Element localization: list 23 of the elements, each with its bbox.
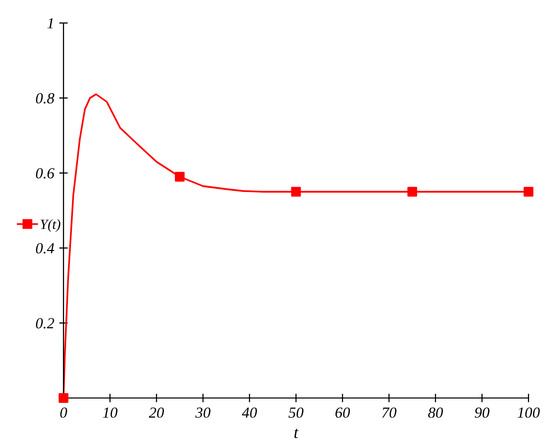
y-tick-label: 0.4 <box>36 243 54 254</box>
x-tick-label: 30 <box>195 407 210 418</box>
x-tick-label: 90 <box>474 407 490 418</box>
x-tick-label: 50 <box>288 407 304 418</box>
y-tick-label: 1 <box>47 18 53 28</box>
x-axis-title: t <box>294 428 299 438</box>
point <box>407 186 418 197</box>
point <box>524 186 534 197</box>
x-tick-label: 100 <box>518 407 540 418</box>
y-tick-label: 0.6 <box>36 168 54 179</box>
legend-label: Y(t) <box>40 219 60 232</box>
x-tick-label: 60 <box>335 407 350 418</box>
x-tick-label: 10 <box>102 407 118 418</box>
point <box>291 186 301 197</box>
point <box>58 393 68 403</box>
y-tick-label: 0.2 <box>36 318 54 329</box>
point <box>174 172 185 182</box>
x-tick-label: 80 <box>428 407 443 418</box>
x-tick-label: 0 <box>60 407 68 418</box>
x-tick-label: 20 <box>148 407 164 418</box>
x-tick-label: 70 <box>382 407 396 418</box>
x-tick-label: 40 <box>242 407 257 418</box>
y-tick-label: 0.8 <box>36 93 54 104</box>
